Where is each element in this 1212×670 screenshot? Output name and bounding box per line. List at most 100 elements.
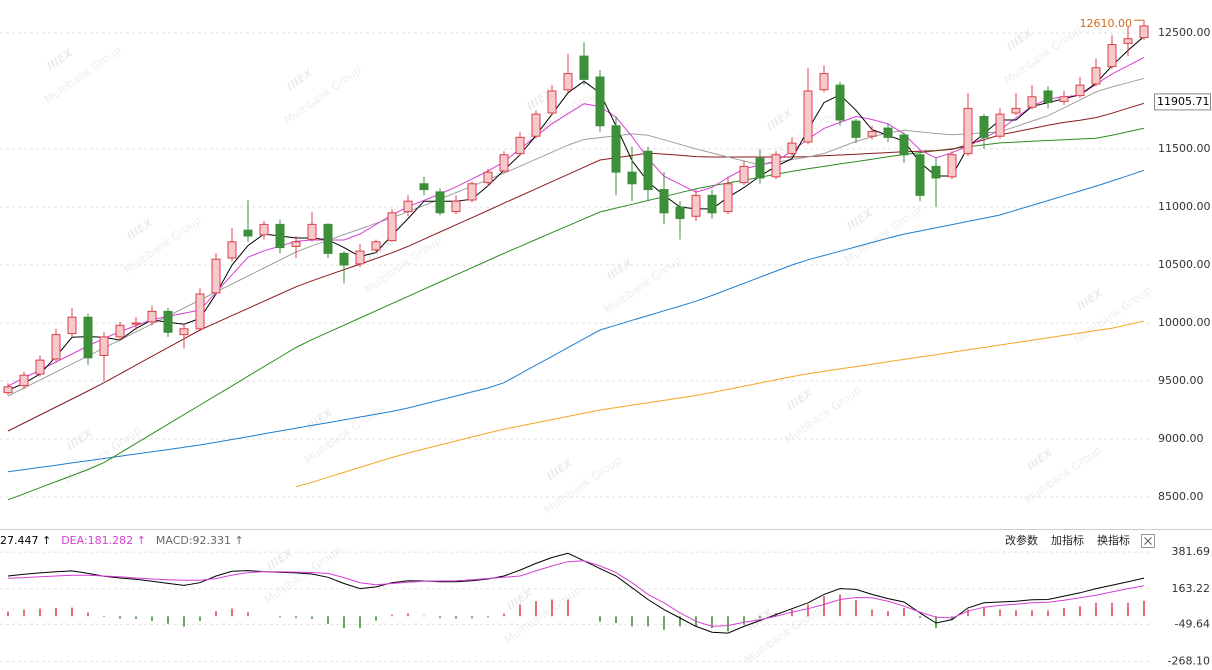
candle-body: [787, 142, 797, 155]
macd-header-label: 27.447 ↑: [0, 534, 51, 547]
candle-body: [35, 359, 45, 375]
close-button[interactable]: [1141, 534, 1155, 548]
candle-body: [531, 113, 541, 137]
candle-body: [851, 120, 861, 138]
macd-header-label: MACD:92.331 ↑: [156, 534, 244, 547]
candle-body: [419, 183, 429, 191]
candle-body: [803, 90, 813, 143]
y-tick-label: 163.22: [1172, 582, 1211, 595]
candle-body: [755, 157, 765, 179]
candle-body: [739, 165, 749, 184]
y-tick-label: 11500.00: [1158, 142, 1211, 155]
candle-body: [291, 241, 301, 247]
dif-line: [7, 552, 1145, 634]
candle-body: [547, 90, 557, 114]
candle-body: [1043, 90, 1053, 104]
candle-body: [243, 229, 253, 237]
candle-body: [499, 154, 509, 172]
candle-body: [19, 374, 29, 387]
candle-body: [995, 113, 1005, 137]
candle-body: [563, 73, 573, 91]
candle-body: [99, 336, 109, 356]
candle-body: [51, 334, 61, 360]
candle-body: [67, 316, 77, 334]
toolbar-button[interactable]: 改参数: [1005, 533, 1038, 547]
candle-body: [675, 206, 685, 220]
candle-body: [195, 293, 205, 330]
ma-line: [7, 102, 1145, 432]
candle-body: [211, 258, 221, 294]
candle-body: [627, 171, 637, 185]
candle-body: [483, 171, 493, 184]
candle-body: [947, 154, 957, 178]
candle-body: [707, 194, 717, 214]
candle-body: [1139, 25, 1149, 39]
candle-body: [115, 324, 125, 338]
y-tick-label: 9500.00: [1158, 374, 1204, 387]
dea-line: [7, 560, 1145, 627]
candle-body: [371, 241, 381, 251]
candle-body: [131, 322, 141, 325]
candle-body: [179, 328, 189, 336]
price-marker-label: 11905.71: [1157, 95, 1210, 108]
macd-panel: -268.10 -49.64 163.22 381.69 27.447 ↑ DEA:181…: [0, 533, 1210, 667]
candle-body: [259, 223, 269, 236]
candle-body: [467, 183, 477, 201]
candle-body: [595, 76, 605, 127]
macd-header-label: DEA:181.282 ↑: [61, 534, 146, 547]
candle-body: [451, 200, 461, 213]
main-panel: 8500.00 9000.00 9500.00 10000.00 10500.00 110…: [0, 17, 1211, 503]
y-tick-label: 381.69: [1172, 545, 1211, 558]
y-tick-label: 9000.00: [1158, 432, 1204, 445]
ma-line: [295, 320, 1145, 488]
candle-body: [819, 73, 829, 91]
candle-body: [963, 107, 973, 155]
candle-body: [659, 189, 669, 214]
candle-body: [579, 55, 589, 80]
candle-body: [979, 115, 989, 138]
candle-body: [1091, 67, 1101, 85]
candle-body: [1011, 107, 1021, 114]
candle-body: [611, 125, 621, 173]
high-marker-label: 12610.00: [1080, 17, 1133, 30]
y-tick-label: 11000.00: [1158, 200, 1211, 213]
candle-body: [323, 223, 333, 254]
y-tick-label: -49.64: [1175, 618, 1210, 631]
candle-body: [403, 200, 413, 213]
candle-body: [435, 191, 445, 214]
candle-body: [899, 134, 909, 156]
candle-body: [355, 250, 365, 265]
y-tick-label: -268.10: [1168, 654, 1210, 667]
candle-body: [3, 386, 13, 394]
candle-body: [339, 252, 349, 266]
candle-body: [163, 310, 173, 333]
y-tick-label: 12500.00: [1158, 26, 1211, 39]
candle-body: [515, 136, 525, 155]
candle-body: [1123, 38, 1133, 44]
price-marker-box: [1154, 93, 1211, 111]
ma-line: [7, 169, 1145, 473]
candle-body: [83, 316, 93, 359]
y-tick-label: 8500.00: [1158, 490, 1204, 503]
candle-body: [643, 150, 653, 191]
candle-body: [915, 154, 925, 196]
candle-body: [1107, 44, 1117, 68]
candle-body: [723, 183, 733, 213]
y-tick-label: 10000.00: [1158, 316, 1211, 329]
candle-body: [307, 223, 317, 240]
toolbar-button[interactable]: 加指标: [1051, 533, 1084, 547]
candle-body: [387, 212, 397, 242]
candle-body: [1075, 84, 1085, 97]
toolbar-button[interactable]: 换指标: [1097, 533, 1130, 547]
candle-body: [883, 127, 893, 138]
candle-body: [867, 131, 877, 137]
candle-body: [1027, 96, 1037, 108]
candle-body: [931, 165, 941, 179]
candle-body: [835, 84, 845, 121]
candle-body: [275, 223, 285, 249]
y-tick-label: 10500.00: [1158, 258, 1211, 271]
candle-body: [1059, 96, 1069, 102]
candle-body: [771, 154, 781, 178]
